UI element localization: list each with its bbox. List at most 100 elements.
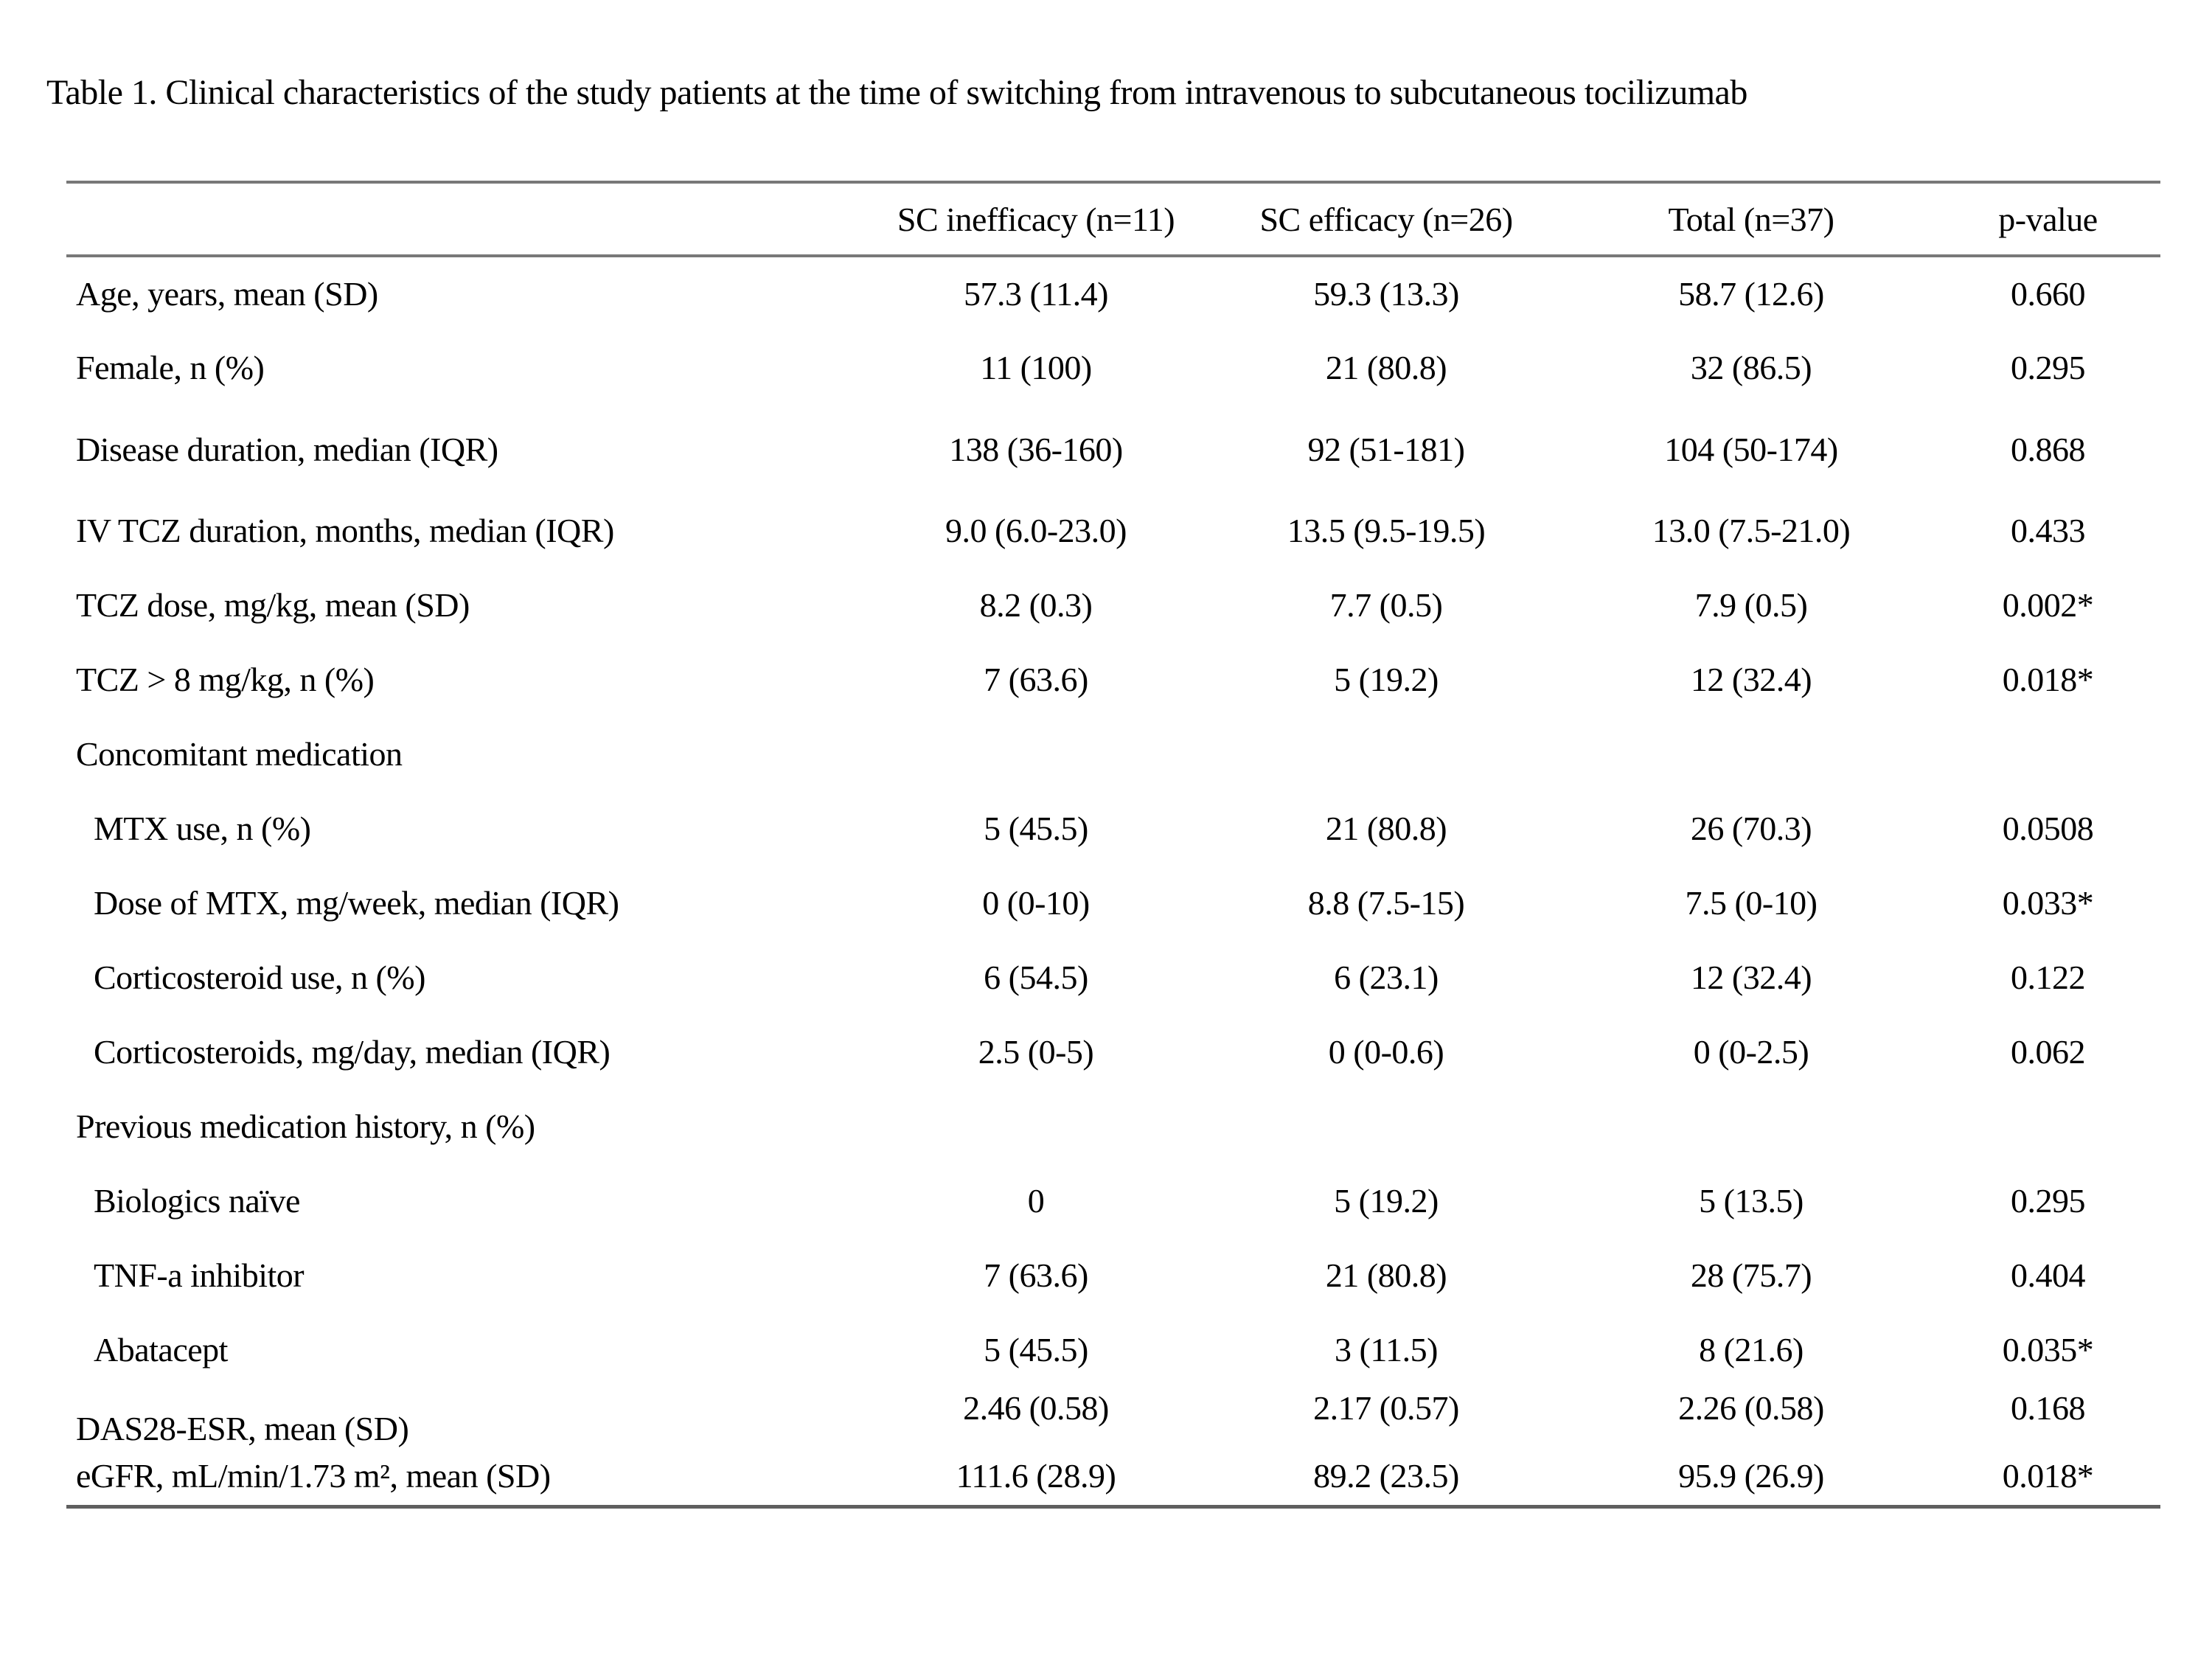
cell-sc-efficacy: 8.8 (7.5-15) bbox=[1206, 866, 1567, 940]
cell-sc-inefficacy: 0 (0-10) bbox=[866, 866, 1206, 940]
cell-value-text: 5 (19.2) bbox=[1334, 661, 1439, 698]
cell-value-text: 26 (70.3) bbox=[1690, 810, 1812, 847]
cell-value-text: 21 (80.8) bbox=[1325, 349, 1447, 386]
row-label-text: Dose of MTX, mg/week, median (IQR) bbox=[94, 884, 619, 922]
cell-sc-inefficacy: 11 (100) bbox=[866, 330, 1206, 405]
cell-value-text: 5 (19.2) bbox=[1334, 1182, 1439, 1220]
cell-value-text: 104 (50-174) bbox=[1664, 430, 1838, 468]
cell-value-text: 5 (13.5) bbox=[1699, 1182, 1804, 1220]
table-row: DAS28-ESR, mean (SD) 2.46 (0.58) 2.17 (0… bbox=[66, 1387, 2160, 1447]
row-label-text: TCZ dose, mg/kg, mean (SD) bbox=[76, 586, 470, 624]
header-total: Total (n=37) bbox=[1567, 181, 1935, 257]
cell-value-text: 0.433 bbox=[2011, 512, 2086, 549]
row-label: Corticosteroid use, n (%) bbox=[66, 940, 866, 1015]
cell-value-text: 0 (0-0.6) bbox=[1328, 1033, 1444, 1071]
row-label-text: Abatacept bbox=[94, 1331, 228, 1368]
row-label: Abatacept bbox=[66, 1312, 866, 1387]
cell-p-value bbox=[1935, 717, 2160, 791]
cell-sc-efficacy: 21 (80.8) bbox=[1206, 1238, 1567, 1312]
cell-value-text: 95.9 (26.9) bbox=[1678, 1457, 1824, 1495]
table-row: TNF-a inhibitor 7 (63.6) 21 (80.8) 28 (7… bbox=[66, 1238, 2160, 1312]
cell-total bbox=[1567, 1089, 1935, 1164]
cell-total: 12 (32.4) bbox=[1567, 940, 1935, 1015]
cell-total: 104 (50-174) bbox=[1567, 405, 1935, 493]
cell-sc-efficacy bbox=[1206, 1089, 1567, 1164]
table-header: SC inefficacy (n=11) SC efficacy (n=26) … bbox=[66, 181, 2160, 257]
cell-total: 13.0 (7.5-21.0) bbox=[1567, 493, 1935, 568]
cell-value-text: 21 (80.8) bbox=[1325, 810, 1447, 847]
row-label: Previous medication history, n (%) bbox=[66, 1089, 866, 1164]
cell-total: 7.5 (0-10) bbox=[1567, 866, 1935, 940]
cell-sc-inefficacy: 9.0 (6.0-23.0) bbox=[866, 493, 1206, 568]
cell-value-text: 13.0 (7.5-21.0) bbox=[1652, 512, 1851, 549]
cell-total: 2.26 (0.58) bbox=[1567, 1387, 1935, 1447]
row-label: TCZ dose, mg/kg, mean (SD) bbox=[66, 568, 866, 642]
cell-p-value: 0.0508 bbox=[1935, 791, 2160, 866]
cell-sc-inefficacy: 5 (45.5) bbox=[866, 1312, 1206, 1387]
cell-value-text: 0.404 bbox=[2011, 1256, 2086, 1294]
table-row: Concomitant medication bbox=[66, 717, 2160, 791]
cell-p-value bbox=[1935, 1089, 2160, 1164]
cell-value-text: 0.035* bbox=[2002, 1331, 2094, 1368]
table-row: eGFR, mL/min/1.73 m², mean (SD) 111.6 (2… bbox=[66, 1447, 2160, 1509]
cell-value-text: 5 (45.5) bbox=[984, 810, 1088, 847]
header-sc-efficacy: SC efficacy (n=26) bbox=[1206, 181, 1567, 257]
cell-value-text: 0.002* bbox=[2002, 586, 2094, 624]
row-label-text: TNF-a inhibitor bbox=[94, 1256, 305, 1294]
cell-value-text: 28 (75.7) bbox=[1690, 1256, 1812, 1294]
row-label: Corticosteroids, mg/day, median (IQR) bbox=[66, 1015, 866, 1089]
cell-value-text: 111.6 (28.9) bbox=[956, 1457, 1116, 1495]
row-label-text: Corticosteroids, mg/day, median (IQR) bbox=[94, 1033, 611, 1071]
cell-total: 95.9 (26.9) bbox=[1567, 1447, 1935, 1509]
cell-value-text: 7.7 (0.5) bbox=[1329, 586, 1443, 624]
cell-sc-efficacy: 89.2 (23.5) bbox=[1206, 1447, 1567, 1509]
row-label: Biologics naïve bbox=[66, 1164, 866, 1238]
row-label-text: TCZ > 8 mg/kg, n (%) bbox=[76, 661, 375, 698]
row-label: IV TCZ duration, months, median (IQR) bbox=[66, 493, 866, 568]
cell-p-value: 0.404 bbox=[1935, 1238, 2160, 1312]
cell-total: 5 (13.5) bbox=[1567, 1164, 1935, 1238]
row-label: DAS28-ESR, mean (SD) bbox=[66, 1387, 866, 1447]
header-empty bbox=[66, 181, 866, 257]
cell-value-text: 138 (36-160) bbox=[949, 430, 1123, 468]
header-p-value: p-value bbox=[1935, 181, 2160, 257]
cell-sc-efficacy: 5 (19.2) bbox=[1206, 1164, 1567, 1238]
cell-value-text: 7.5 (0-10) bbox=[1685, 884, 1818, 922]
cell-sc-inefficacy: 111.6 (28.9) bbox=[866, 1447, 1206, 1509]
cell-value-text: 0.033* bbox=[2002, 884, 2094, 922]
cell-sc-inefficacy bbox=[866, 1089, 1206, 1164]
cell-value-text: 0 (0-2.5) bbox=[1693, 1033, 1809, 1071]
cell-sc-efficacy: 21 (80.8) bbox=[1206, 330, 1567, 405]
row-label: Disease duration, median (IQR) bbox=[66, 405, 866, 493]
cell-value-text: 12 (32.4) bbox=[1690, 959, 1812, 996]
table-container: SC inefficacy (n=11) SC efficacy (n=26) … bbox=[66, 181, 2160, 1509]
table-row: Corticosteroids, mg/day, median (IQR) 2.… bbox=[66, 1015, 2160, 1089]
cell-total: 32 (86.5) bbox=[1567, 330, 1935, 405]
cell-p-value: 0.033* bbox=[1935, 866, 2160, 940]
row-label-text: Corticosteroid use, n (%) bbox=[94, 959, 425, 996]
cell-p-value: 0.122 bbox=[1935, 940, 2160, 1015]
row-label-text: Age, years, mean (SD) bbox=[76, 275, 378, 313]
cell-total: 0 (0-2.5) bbox=[1567, 1015, 1935, 1089]
cell-value-text: 0.018* bbox=[2002, 661, 2094, 698]
cell-value-text: 7 (63.6) bbox=[984, 1256, 1088, 1294]
cell-value-text: 9.0 (6.0-23.0) bbox=[945, 512, 1127, 549]
cell-sc-inefficacy: 138 (36-160) bbox=[866, 405, 1206, 493]
cell-total: 58.7 (12.6) bbox=[1567, 256, 1935, 330]
table-row: Previous medication history, n (%) bbox=[66, 1089, 2160, 1164]
row-label-text: eGFR, mL/min/1.73 m², mean (SD) bbox=[76, 1457, 551, 1495]
cell-value-text: 89.2 (23.5) bbox=[1313, 1457, 1459, 1495]
cell-sc-efficacy: 59.3 (13.3) bbox=[1206, 256, 1567, 330]
cell-p-value: 0.295 bbox=[1935, 330, 2160, 405]
cell-value-text: 0.295 bbox=[2011, 1182, 2086, 1220]
cell-total: 26 (70.3) bbox=[1567, 791, 1935, 866]
cell-sc-efficacy bbox=[1206, 717, 1567, 791]
table-row: Abatacept 5 (45.5) 3 (11.5) 8 (21.6) 0.0… bbox=[66, 1312, 2160, 1387]
table-row: Corticosteroid use, n (%) 6 (54.5) 6 (23… bbox=[66, 940, 2160, 1015]
table-body: Age, years, mean (SD) 57.3 (11.4) 59.3 (… bbox=[66, 256, 2160, 1509]
row-label: Concomitant medication bbox=[66, 717, 866, 791]
row-label-text: DAS28-ESR, mean (SD) bbox=[76, 1409, 409, 1447]
cell-sc-efficacy: 21 (80.8) bbox=[1206, 791, 1567, 866]
cell-value-text: 58.7 (12.6) bbox=[1678, 275, 1824, 313]
